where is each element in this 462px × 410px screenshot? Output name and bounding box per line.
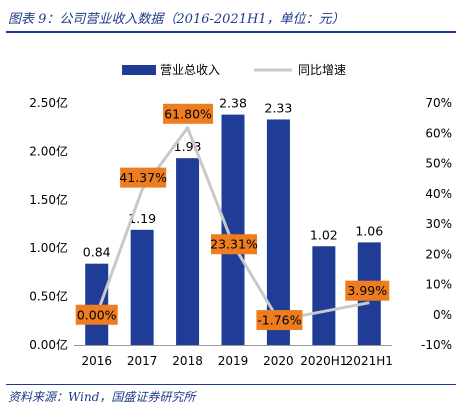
right-tick-label: 30%	[425, 217, 452, 231]
right-tick-label: 60%	[425, 126, 452, 140]
left-axis: 0.00亿 0.50亿 1.00亿 1.50亿 2.00亿 2.50亿	[29, 95, 68, 352]
x-tick-label: 2020	[263, 354, 294, 368]
right-tick-label: 70%	[425, 96, 452, 110]
revenue-bar-label: 1.19	[128, 211, 156, 226]
growth-label-box	[120, 167, 167, 188]
left-tick-label: 2.00亿	[29, 143, 68, 158]
x-tick-label: 2020H1	[300, 354, 347, 368]
growth-label: 3.99%	[347, 283, 387, 298]
revenue-bar	[130, 229, 154, 345]
right-tick-label: 50%	[425, 157, 452, 171]
revenue-bar-label: 2.33	[265, 100, 293, 115]
growth-label-box	[256, 310, 303, 331]
right-axis: -10% 0% 10% 20% 30% 40% 50% 60% 70%	[421, 96, 452, 352]
x-tick-label: 2021H1	[346, 354, 393, 368]
revenue-bar-label: 1.06	[355, 223, 383, 238]
figure-title: 图表 9：公司营业收入数据（2016-2021H1，单位：元）	[8, 12, 345, 27]
growth-label: 61.80%	[164, 106, 212, 121]
revenue-bar	[266, 119, 290, 346]
growth-label-box	[163, 103, 214, 124]
left-tick-label: 2.50亿	[29, 95, 68, 110]
revenue-bar-label: 1.02	[310, 227, 338, 242]
legend-label-growth: 同比增速	[298, 63, 346, 77]
x-tick-label: 2016	[81, 354, 112, 368]
growth-label: 41.37%	[119, 170, 167, 185]
right-tick-label: 20%	[425, 247, 452, 261]
line-series: 0.00% 41.37% 61.80% 23.31% -1.76% 3.99%	[75, 103, 390, 331]
right-tick-label: 40%	[425, 187, 452, 201]
revenue-bar-label: 2.38	[219, 96, 247, 111]
revenue-bar	[312, 246, 336, 345]
growth-label: 0.00%	[77, 307, 117, 322]
legend-swatch-revenue	[122, 65, 156, 75]
growth-label: -1.76%	[257, 313, 301, 328]
growth-label-box	[211, 234, 257, 255]
left-tick-label: 0.50亿	[29, 289, 68, 304]
left-tick-label: 0.00亿	[29, 337, 68, 352]
right-tick-label: -10%	[421, 338, 452, 352]
left-tick-label: 1.00亿	[29, 240, 68, 255]
chart-legend: 营业总收入 同比增速	[122, 63, 346, 77]
revenue-bar	[221, 114, 245, 345]
right-tick-label: 0%	[433, 308, 452, 322]
growth-label-box	[345, 280, 390, 301]
source-rule	[6, 384, 456, 385]
x-tick-label: 2017	[127, 354, 158, 368]
revenue-bar-label: 0.84	[83, 245, 111, 260]
growth-label-box	[75, 304, 118, 325]
right-tick-label: 10%	[425, 278, 452, 292]
legend-label-revenue: 营业总收入	[160, 63, 220, 77]
revenue-bar	[85, 263, 109, 345]
source-note: 资料来源：Wind，国盛证券研究所	[8, 390, 196, 404]
revenue-bar	[176, 158, 200, 345]
revenue-chart: 营业总收入 同比增速 0.00亿 0.50亿 1.00亿 1.50亿 2.00亿 2.50亿…	[29, 63, 452, 368]
title-rule	[6, 31, 456, 33]
x-tick-label: 2018	[172, 354, 203, 368]
bar-series: 0.841.191.932.38 2.331.02 1.06	[83, 96, 383, 346]
x-tick-label: 2019	[218, 354, 249, 368]
left-tick-label: 1.50亿	[29, 192, 68, 207]
growth-label: 23.31%	[210, 237, 258, 252]
